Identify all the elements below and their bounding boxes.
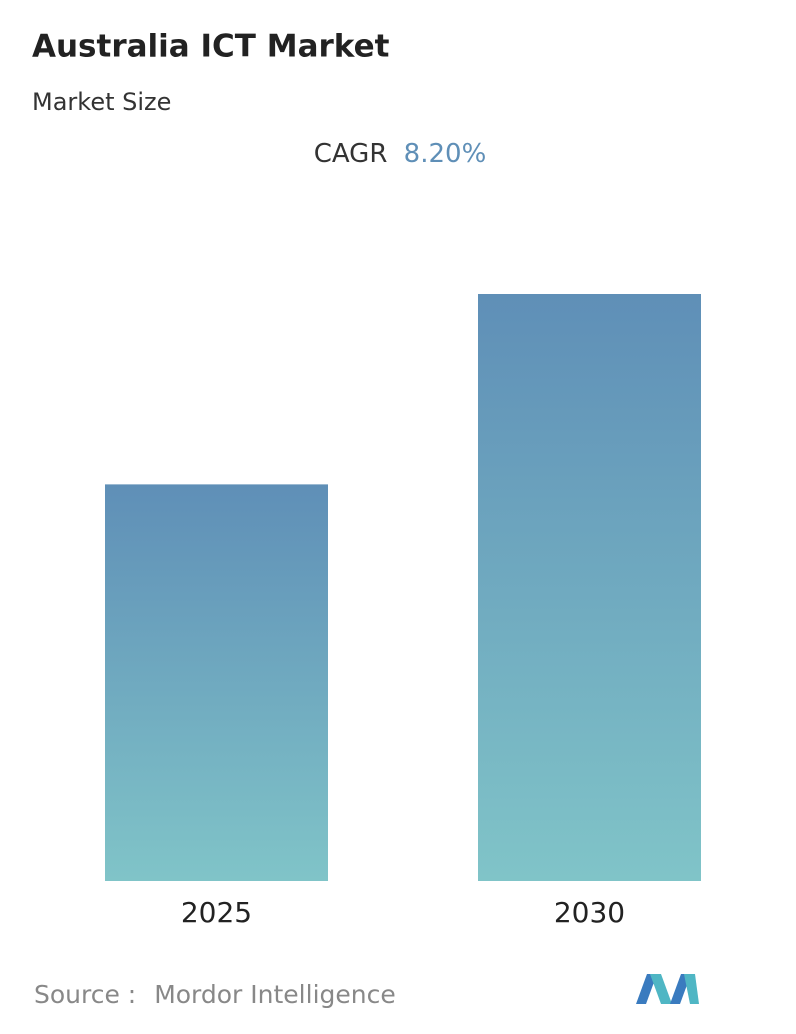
logo	[636, 974, 699, 1004]
source-name: Mordor Intelligence	[154, 980, 396, 1009]
source: Source : Mordor Intelligence	[34, 980, 396, 1009]
chart-title: Australia ICT Market	[32, 29, 390, 65]
x-tick-label: 2025	[181, 896, 252, 929]
chart-subtitle: Market Size	[32, 88, 171, 116]
bar	[105, 484, 328, 881]
cagr-value: 8.20%	[404, 139, 487, 169]
source-label: Source :	[34, 980, 136, 1009]
cagr: CAGR 8.20%	[314, 139, 487, 169]
x-tick-label: 2030	[554, 896, 625, 929]
cagr-label: CAGR	[314, 139, 388, 169]
bar	[478, 294, 701, 881]
